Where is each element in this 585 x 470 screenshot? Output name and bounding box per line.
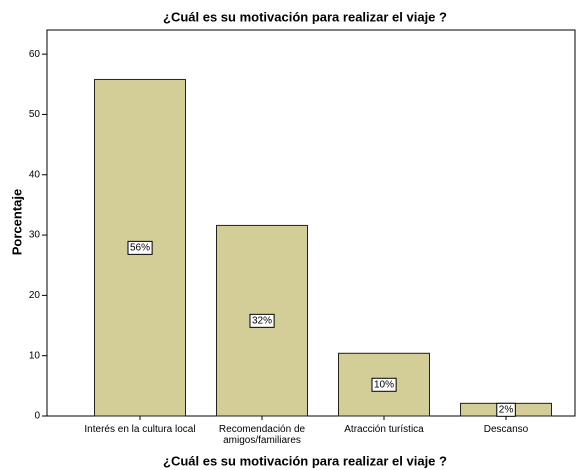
y-tick-label: 40 — [29, 169, 41, 180]
value-label-box — [249, 313, 275, 328]
value-label-box — [127, 240, 153, 255]
value-label: 32% — [252, 315, 272, 326]
value-label-box — [496, 402, 516, 417]
y-tick-label: 10 — [29, 350, 41, 361]
value-label: 2% — [499, 404, 514, 415]
y-axis-title: Porcentaje — [9, 189, 24, 255]
x-axis-title: ¿Cuál es su motivación para realizar el … — [163, 453, 447, 468]
y-tick-label: 60 — [29, 49, 41, 60]
y-tick-label: 20 — [29, 290, 41, 301]
bar — [216, 224, 308, 417]
chart-title: ¿Cuál es su motivación para realizar el … — [163, 9, 447, 24]
x-tick-label: Atracción turística — [344, 424, 424, 435]
y-tick-label: 30 — [29, 230, 41, 241]
x-tick-label: Interés en la cultura local — [84, 424, 196, 435]
x-tick-label: Recomendación de amigos/familiares — [218, 424, 306, 446]
y-tick-label: 50 — [29, 109, 41, 120]
y-tick-label: 0 — [34, 411, 40, 422]
value-label-box — [371, 377, 397, 392]
value-label: 10% — [374, 379, 394, 390]
x-tick-label: Descanso — [483, 424, 529, 435]
value-label: 56% — [130, 242, 150, 253]
